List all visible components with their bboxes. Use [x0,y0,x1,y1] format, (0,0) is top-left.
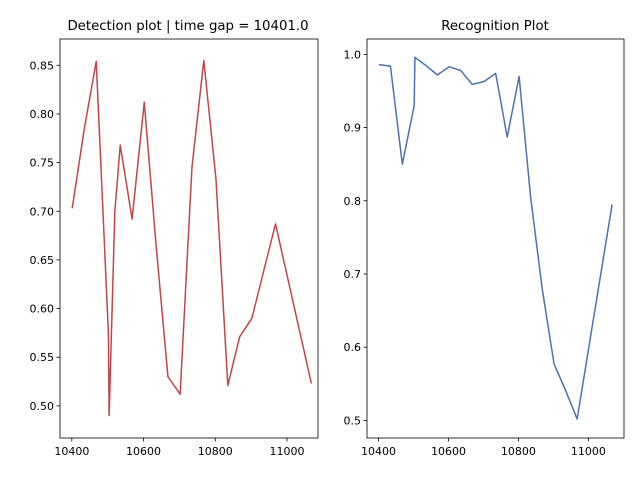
detection-plot-y-tick-label: 0.60 [30,303,55,316]
recognition-plot-y-tick-label: 0.8 [344,195,362,208]
detection-plot-y-tick-label: 0.65 [30,254,55,267]
detection-plot-y-tick-label: 0.55 [30,351,55,364]
recognition-plot-x-axis: 10400 10600 10800 11000 [361,438,606,458]
recognition-plot-x-tick-label: 10600 [431,445,466,458]
detection-plot-x-axis: 10400 10600 10800 11000 [54,438,304,458]
recognition-plot-y-tick-label: 0.7 [344,268,362,281]
recognition-plot-x-tick-label: 10800 [501,445,536,458]
detection-plot-x-tick-label: 10600 [126,445,161,458]
detection-plot-y-tick-label: 0.85 [30,59,55,72]
detection-plot-x-tick-label: 10800 [198,445,233,458]
detection-plot-panel: Detection plot | time gap = 10401.0 0.50… [30,19,319,458]
recognition-plot-y-tick-label: 0.9 [344,122,362,135]
detection-plot-y-axis: 0.50 0.55 0.60 0.65 0.70 0.75 0.80 0.85 [30,59,60,413]
detection-plot-y-tick-label: 0.80 [30,108,55,121]
recognition-plot-frame [366,38,625,439]
detection-plot-y-tick-label: 0.50 [30,400,55,413]
detection-plot-x-tick-label: 11000 [269,445,304,458]
recognition-plot-x-tick-label: 10400 [361,445,396,458]
detection-plot-x-tick-label: 10400 [54,445,89,458]
detection-plot-title: Detection plot | time gap = 10401.0 [67,19,308,34]
detection-plot-y-tick-label: 0.70 [30,205,55,218]
recognition-plot-x-tick-label: 11000 [571,445,606,458]
recognition-plot-title: Recognition Plot [441,19,549,34]
recognition-plot-y-axis: 0.5 0.6 0.7 0.8 0.9 1.0 [344,48,367,427]
detection-plot-series-line [71,59,313,417]
recognition-plot-y-tick-label: 0.5 [344,414,362,427]
detection-plot-y-tick-label: 0.75 [30,157,55,170]
recognition-plot-y-tick-label: 1.0 [344,48,362,61]
recognition-plot-y-tick-label: 0.6 [344,341,362,354]
detection-plot-frame [59,38,319,439]
recognition-plot-panel: Recognition Plot 0.5 0.6 0.7 0.8 0.9 1.0 1040… [344,19,625,458]
recognition-plot-series-line [378,56,613,420]
